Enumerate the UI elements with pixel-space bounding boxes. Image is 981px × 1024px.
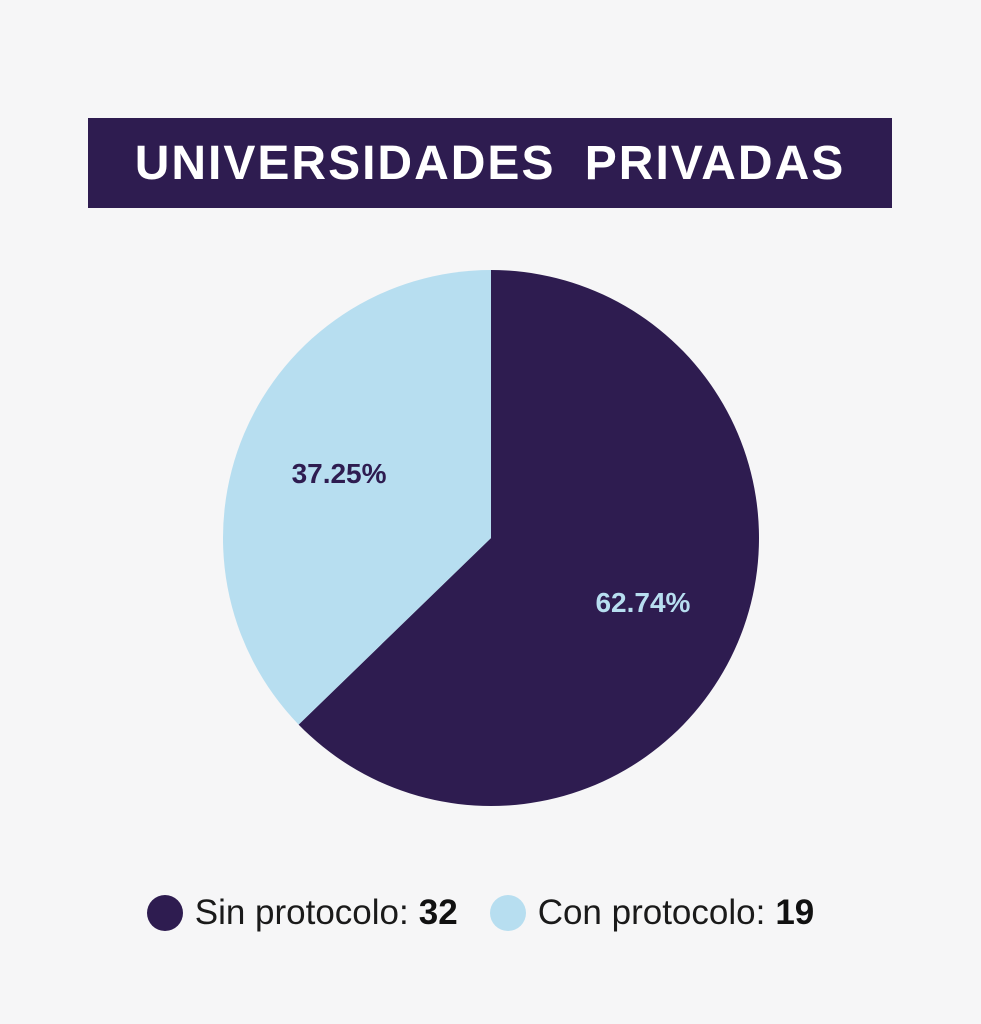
legend-swatch-con-protocolo: [489, 895, 526, 931]
pie-slice-label-0: 62.74%: [595, 587, 690, 618]
pie-slice-1: [222, 270, 491, 725]
pie-slice-label-1: 37.25%: [292, 458, 387, 489]
legend-label-sin-protocolo: Sin protocolo:: [194, 893, 409, 932]
pie-slice-0: [298, 270, 759, 806]
chart-title-banner: UNIVERSIDADES PRIVADAS: [88, 118, 892, 208]
legend-item-sin-protocolo: Sin protocolo: 32: [146, 893, 478, 933]
legend-swatch-sin-protocolo: [146, 895, 183, 931]
legend-label-con-protocolo: Con protocolo:: [537, 893, 766, 932]
legend-value-sin-protocolo: 32: [418, 893, 458, 932]
chart-title: UNIVERSIDADES PRIVADAS: [134, 136, 846, 190]
legend-item-con-protocolo: Con protocolo: 19: [489, 893, 835, 933]
legend: Sin protocolo: 32 Con protocolo: 19: [0, 888, 981, 938]
legend-value-con-protocolo: 19: [775, 893, 815, 932]
